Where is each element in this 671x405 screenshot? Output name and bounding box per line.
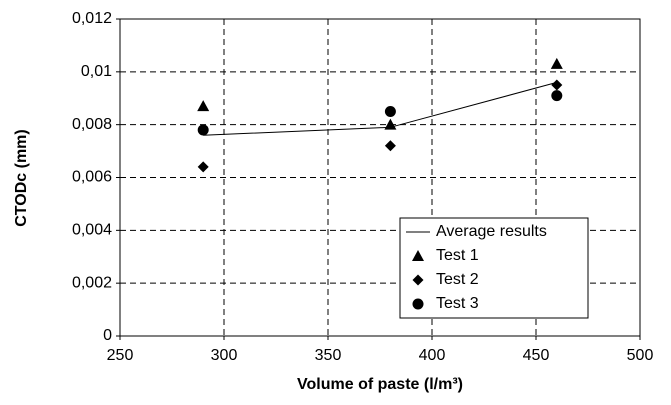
legend-box (399, 217, 589, 319)
y-tick-label: 0,006 (72, 169, 112, 186)
y-tick-label: 0,01 (81, 63, 112, 80)
y-tick-label: 0,012 (72, 10, 112, 27)
point (384, 118, 397, 130)
point (197, 161, 209, 173)
legend-label: Test 1 (436, 247, 479, 264)
y-axis-title: CTODc (mm) (13, 129, 30, 227)
x-tick-label: 400 (419, 347, 446, 364)
point (197, 100, 210, 112)
legend-label: Test 3 (436, 295, 479, 312)
legend-marker (412, 274, 424, 286)
legend-label: Test 2 (436, 271, 479, 288)
x-tick-label: 450 (523, 347, 550, 364)
point (551, 90, 563, 102)
legend-label: Average results (436, 223, 547, 240)
point (384, 140, 396, 152)
y-tick-label: 0,004 (72, 222, 112, 239)
point (551, 79, 563, 91)
x-axis-title: Volume of paste (l/m³) (297, 376, 463, 393)
point (550, 57, 563, 69)
y-tick-label: 0,002 (72, 274, 112, 291)
x-tick-label: 500 (627, 347, 654, 364)
average-line (203, 81, 557, 136)
legend-marker (412, 250, 424, 261)
plot-frame (119, 18, 641, 337)
point (197, 124, 209, 136)
y-tick-label: 0,008 (72, 116, 112, 133)
x-tick-label: 250 (107, 347, 134, 364)
x-tick-label: 300 (211, 347, 238, 364)
x-tick-label: 350 (315, 347, 342, 364)
legend-marker (412, 298, 424, 310)
y-tick-label: 0 (103, 327, 112, 344)
point (384, 105, 396, 117)
